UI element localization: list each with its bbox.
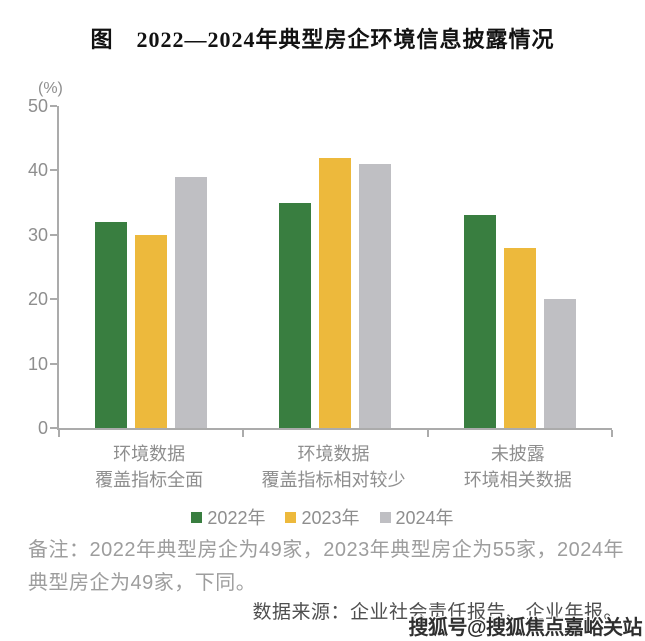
bar-group-1: [59, 106, 243, 428]
category-label-2: 环境数据 覆盖指标相对较少: [261, 444, 406, 490]
y-tick-mark-30: [50, 233, 57, 236]
chart-title: 图 2022—2024年典型房企环境信息披露情况: [90, 27, 555, 52]
y-tick-label-0: 0: [37, 418, 48, 438]
bar-2024年-group1: [175, 176, 208, 428]
y-tick-label-40: 40: [27, 160, 48, 181]
legend-marker-icon: [285, 511, 297, 523]
y-tick-mark-50: [50, 105, 57, 107]
y-tick-label-50: 50: [27, 96, 48, 116]
bar-2022年-group3: [463, 215, 496, 428]
x-tick-mark-1: [242, 430, 245, 437]
legend-marker-icon: [379, 511, 391, 523]
bar-group-2: [243, 106, 427, 428]
category-label-3: 未披露 环境相关数据: [463, 444, 572, 490]
x-tick-mark-2: [426, 430, 429, 437]
legend-label: 2022年: [207, 508, 266, 528]
bar-2023年-group2: [319, 157, 352, 428]
y-tick-label-30: 30: [27, 224, 48, 245]
legend-item-2022年: 2022年: [191, 504, 265, 530]
x-tick-mark-0: [58, 430, 60, 437]
category-labels: 环境数据 覆盖指标全面 环境数据 覆盖指标相对较少 未披露 环境相关数据: [57, 441, 610, 493]
y-tick-label-20: 20: [27, 289, 48, 310]
bar-2024年-group2: [359, 163, 392, 428]
legend-item-2023年: 2023年: [285, 504, 360, 530]
y-tick-mark-0: [50, 427, 57, 429]
bar-group-3: [428, 106, 612, 428]
plot-area: [57, 106, 613, 437]
legend-marker-icon: [191, 511, 203, 523]
bar-2023年-group1: [135, 234, 168, 428]
y-tick-mark-10: [50, 362, 57, 365]
y-axis-unit-label: (%): [38, 80, 63, 97]
bar-2024年-group3: [543, 299, 576, 428]
y-tick-mark-20: [50, 298, 57, 301]
category-label-1: 环境数据 覆盖指标全面: [95, 444, 204, 490]
note-text: 备注：2022年典型房企为49家，2023年典型房企为55家，2024年典型房企…: [28, 539, 624, 594]
y-tick-label-10: 10: [27, 353, 48, 374]
bar-2022年-group1: [95, 221, 128, 428]
x-tick-mark-3: [611, 430, 613, 437]
y-tick-mark-40: [50, 169, 57, 172]
legend-item-2024年: 2024年: [379, 504, 454, 530]
source-text: 数据来源：企业社会责任报告、企业年报。: [252, 602, 623, 623]
legend-label: 2024年: [395, 508, 454, 528]
watermark-text: 搜狐号@搜狐焦点嘉峪关站: [408, 617, 642, 639]
legend-label: 2023年: [301, 508, 360, 528]
bars-container: [59, 106, 612, 428]
bar-2022年-group2: [279, 202, 312, 428]
legend: 2022年 2023年 2024年: [0, 504, 645, 530]
bar-2023年-group3: [503, 247, 536, 428]
